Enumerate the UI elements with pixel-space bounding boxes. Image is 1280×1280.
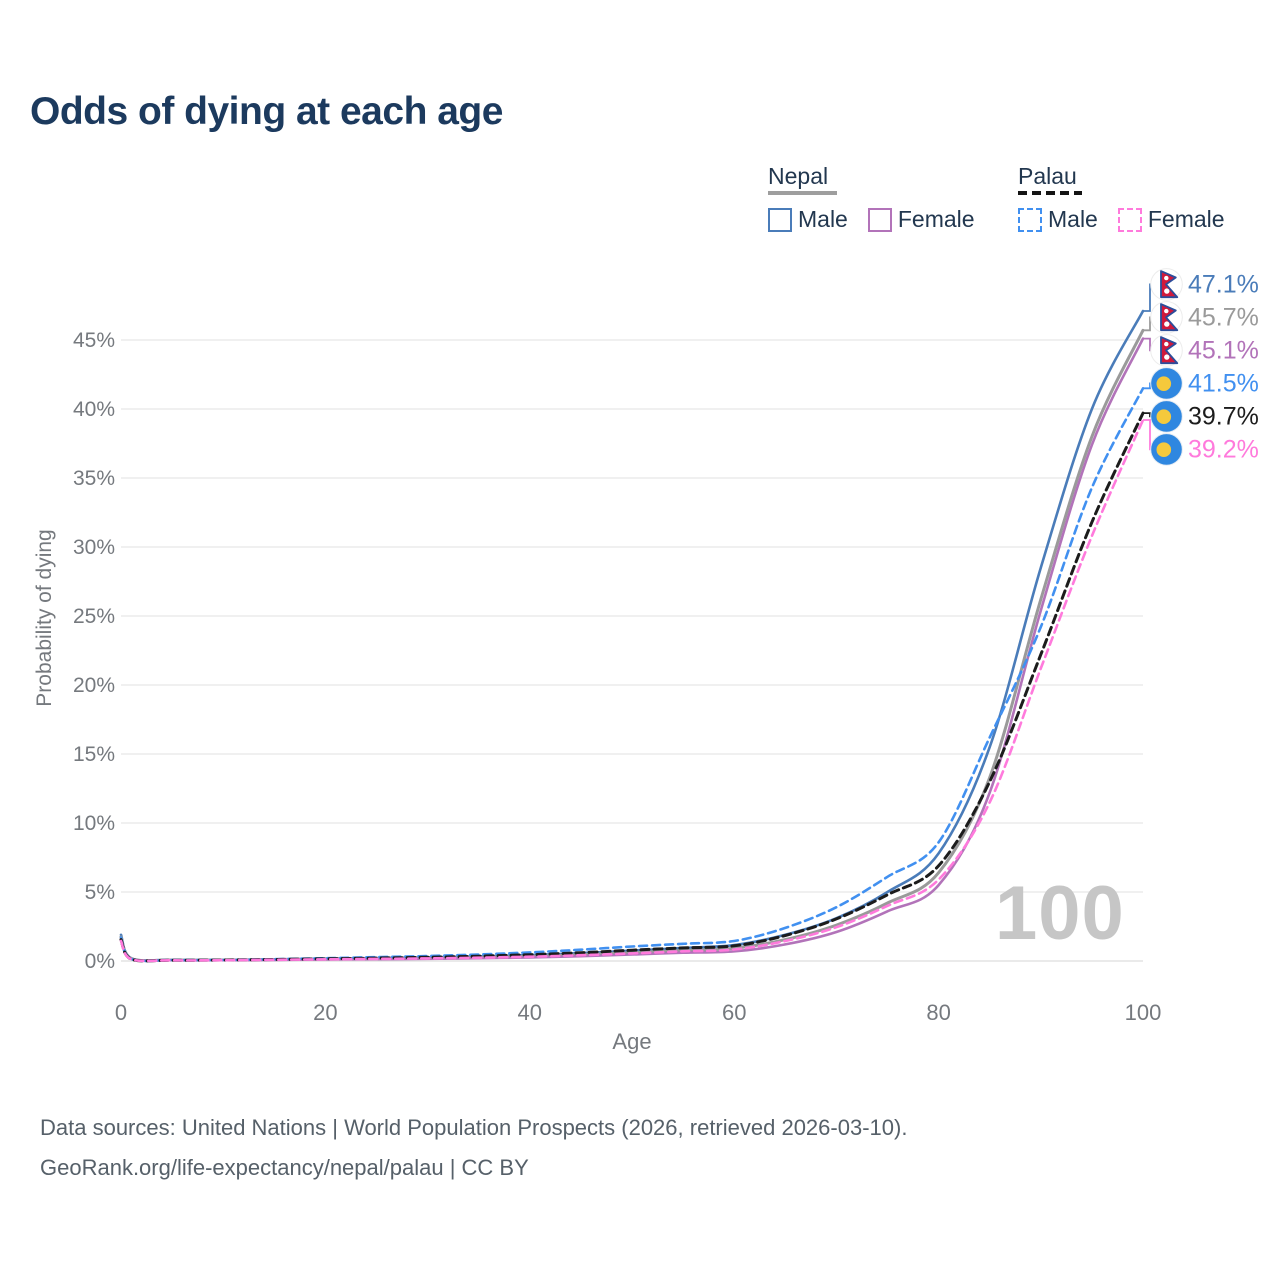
end-label-value: 41.5% bbox=[1188, 369, 1259, 397]
footer-attribution-link: GeoRank.org/life-expectancy/nepal/palau … bbox=[40, 1155, 529, 1180]
x-tick-label: 60 bbox=[722, 1000, 746, 1025]
nepal-flag-icon bbox=[1149, 300, 1184, 335]
x-axis-title: Age bbox=[612, 1029, 651, 1054]
palau-male-swatch-icon bbox=[1018, 207, 1042, 232]
footer-data-sources: Data sources: United Nations | World Pop… bbox=[40, 1115, 908, 1140]
x-tick-label: 80 bbox=[926, 1000, 950, 1025]
y-tick-label: 40% bbox=[73, 398, 115, 421]
chart-title: Odds of dying at each age bbox=[30, 90, 503, 133]
series-line-palau-both bbox=[119, 411, 1145, 963]
end-label-value: 47.1% bbox=[1188, 270, 1259, 298]
legend-item-label: Female bbox=[1147, 206, 1225, 232]
y-tick-label: 10% bbox=[73, 812, 115, 835]
nepal-male-swatch-icon bbox=[768, 207, 792, 232]
palau-flag-icon bbox=[1150, 400, 1183, 433]
nepal-flag-icon bbox=[1149, 267, 1184, 302]
y-tick-label: 0% bbox=[85, 950, 115, 973]
legend-underline-palau-dashed-line bbox=[1018, 191, 1082, 195]
y-tick-label: 35% bbox=[73, 467, 115, 490]
x-tick-label: 20 bbox=[313, 1000, 337, 1025]
y-tick-label: 25% bbox=[73, 605, 115, 628]
series-line-palau-male bbox=[119, 387, 1145, 963]
y-tick-label: 5% bbox=[85, 881, 115, 904]
legend-item-palau-male[interactable]: Male bbox=[1018, 206, 1098, 233]
legend-row-palau: Male Female bbox=[1018, 206, 1245, 233]
x-tick-label: 40 bbox=[518, 1000, 542, 1025]
legend-item-nepal-female[interactable]: Female bbox=[867, 206, 975, 233]
y-tick-label: 15% bbox=[73, 743, 115, 766]
legend-row-nepal: Male Female bbox=[768, 206, 995, 233]
legend-country-nepal: Nepal bbox=[768, 163, 829, 189]
legend-item-label: Male bbox=[798, 206, 848, 232]
footer: Data sources: United Nations | World Pop… bbox=[40, 1108, 907, 1188]
palau-female-swatch-icon bbox=[1117, 207, 1142, 232]
legend-item-nepal-male[interactable]: Male bbox=[768, 206, 848, 233]
nepal-female-swatch-icon bbox=[867, 207, 892, 232]
legend-item-label: Male bbox=[1048, 206, 1098, 232]
x-tick-label: 100 bbox=[1125, 1000, 1162, 1025]
series-line-palau-female bbox=[119, 418, 1145, 963]
legend-country-palau: Palau bbox=[1018, 163, 1077, 189]
legend-underline-nepal-solid-line bbox=[768, 191, 837, 195]
age-watermark: 100 bbox=[995, 871, 1125, 956]
y-tick-label: 45% bbox=[73, 329, 115, 352]
legend-group-nepal: Nepal Male Female bbox=[768, 163, 995, 233]
legend-item-label: Female bbox=[897, 206, 975, 232]
end-label-value: 39.2% bbox=[1188, 435, 1259, 463]
end-label-value: 39.7% bbox=[1188, 402, 1259, 430]
end-label-value: 45.1% bbox=[1188, 336, 1259, 364]
y-tick-label: 20% bbox=[73, 674, 115, 697]
legend-group-palau: Palau Male Female bbox=[1018, 163, 1245, 233]
legend-item-palau-female[interactable]: Female bbox=[1117, 206, 1225, 233]
y-axis-title: Probability of dying bbox=[33, 529, 56, 707]
series-line-nepal-both bbox=[119, 328, 1145, 963]
x-tick-label: 0 bbox=[115, 1000, 127, 1025]
palau-flag-icon bbox=[1150, 433, 1183, 466]
nepal-flag-icon bbox=[1149, 333, 1184, 368]
palau-flag-icon bbox=[1150, 367, 1183, 400]
end-label-value: 45.7% bbox=[1188, 303, 1259, 331]
series-line-nepal-female bbox=[119, 337, 1145, 963]
y-tick-label: 30% bbox=[73, 536, 115, 559]
